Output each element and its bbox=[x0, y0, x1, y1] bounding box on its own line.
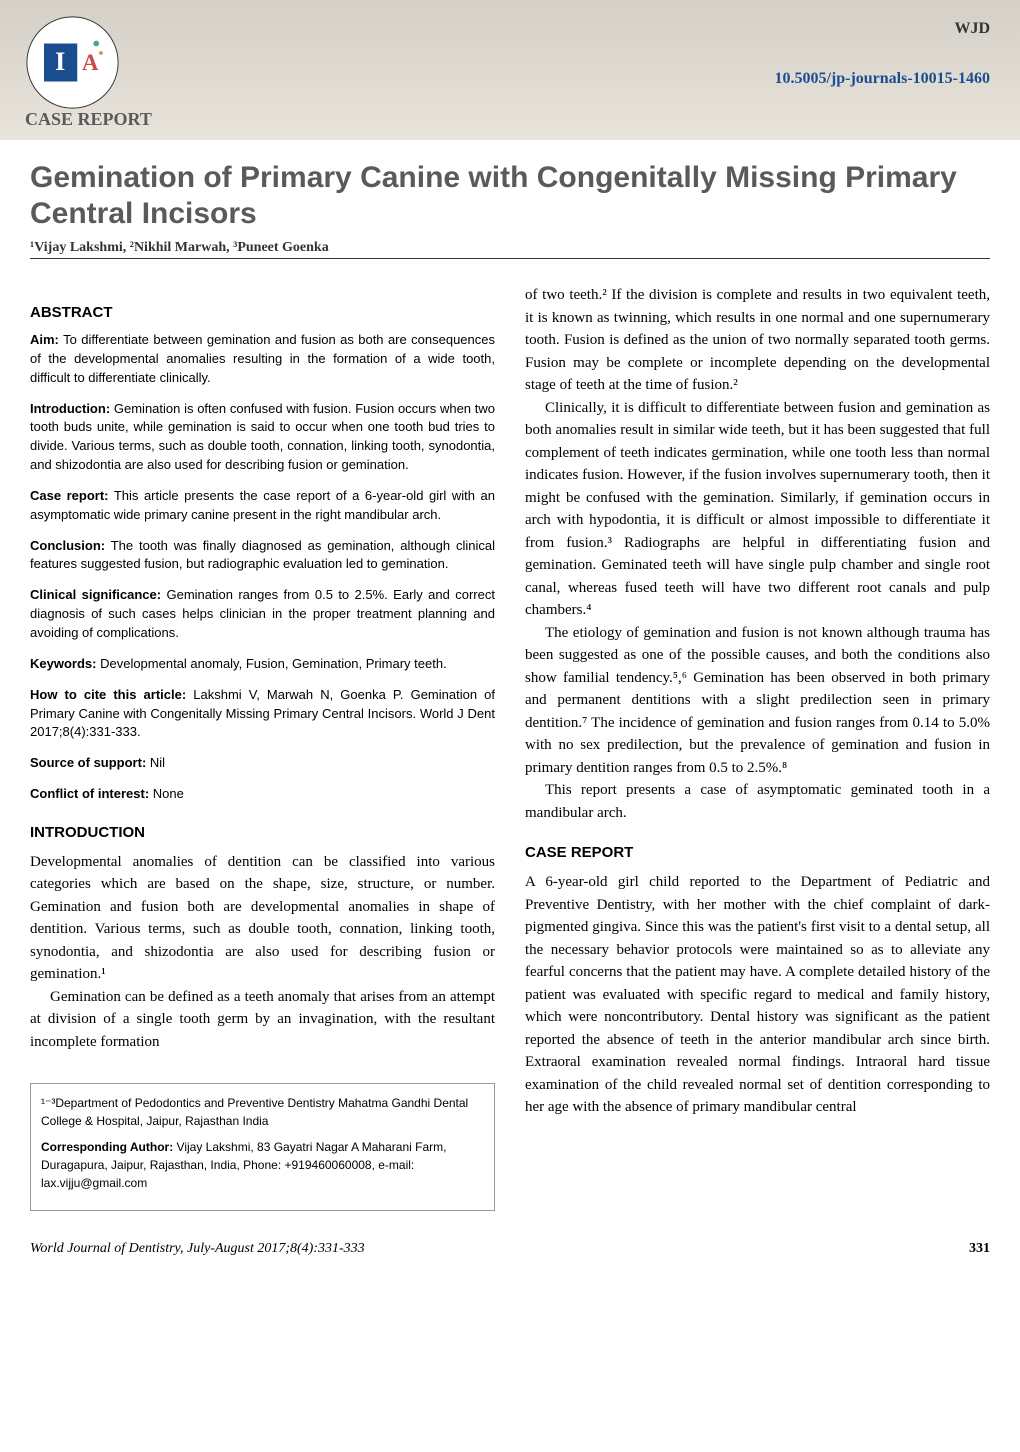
abstract-case: Case report: This article presents the c… bbox=[30, 487, 495, 525]
abstract-intro: Introduction: Gemination is often confus… bbox=[30, 400, 495, 475]
footer-journal: World Journal of Dentistry, July-August … bbox=[30, 1241, 365, 1257]
abstract-conflict: Conflict of interest: None bbox=[30, 785, 495, 804]
header-band: I A WJD 10.5005/jp-journals-10015-1460 C… bbox=[0, 0, 1020, 140]
authors-line: ¹Vijay Lakshmi, ²Nikhil Marwah, ³Puneet … bbox=[30, 240, 990, 259]
case-report-label: CASE REPORT bbox=[25, 109, 152, 130]
intro-p1: Developmental anomalies of dentition can… bbox=[30, 851, 495, 986]
svg-text:A: A bbox=[82, 50, 99, 75]
affiliation-box: ¹⁻³Department of Pedodontics and Prevent… bbox=[30, 1083, 495, 1211]
affiliation-dept: ¹⁻³Department of Pedodontics and Prevent… bbox=[41, 1094, 484, 1130]
abstract-conclusion: Conclusion: The tooth was finally diagno… bbox=[30, 537, 495, 575]
case-report-p1: A 6-year-old girl child reported to the … bbox=[525, 871, 990, 1119]
intro-p2: Gemination can be defined as a teeth ano… bbox=[30, 986, 495, 1054]
corresponding-author: Corresponding Author: Vijay Lakshmi, 83 … bbox=[41, 1138, 484, 1192]
page-number: 331 bbox=[969, 1241, 990, 1257]
doi-text: 10.5005/jp-journals-10015-1460 bbox=[774, 70, 990, 88]
article-title: Gemination of Primary Canine with Congen… bbox=[30, 160, 990, 232]
intro-heading: INTRODUCTION bbox=[30, 824, 495, 841]
abstract-cite: How to cite this article: Lakshmi V, Mar… bbox=[30, 686, 495, 743]
abstract-support: Source of support: Nil bbox=[30, 754, 495, 773]
abstract-significance: Clinical significance: Gemination ranges… bbox=[30, 586, 495, 643]
right-p4: This report presents a case of asymptoma… bbox=[525, 779, 990, 824]
abstract-keywords-text: Developmental anomaly, Fusion, Geminatio… bbox=[100, 656, 447, 671]
left-column: ABSTRACT Aim: To differentiate between g… bbox=[30, 284, 495, 1211]
abstract-keywords: Keywords: Developmental anomaly, Fusion,… bbox=[30, 655, 495, 674]
right-p1: of two teeth.² If the division is comple… bbox=[525, 284, 990, 397]
journal-logo: I A bbox=[25, 15, 120, 110]
abstract-conflict-text: None bbox=[153, 786, 184, 801]
abstract-heading: ABSTRACT bbox=[30, 304, 495, 321]
page-footer: World Journal of Dentistry, July-August … bbox=[0, 1231, 1020, 1267]
right-column: of two teeth.² If the division is comple… bbox=[525, 284, 990, 1211]
two-column-layout: ABSTRACT Aim: To differentiate between g… bbox=[30, 284, 990, 1211]
right-p2: Clinically, it is difficult to different… bbox=[525, 397, 990, 622]
svg-text:I: I bbox=[55, 46, 65, 76]
abstract-aim-text: To differentiate between gemination and … bbox=[30, 332, 495, 385]
wjd-label: WJD bbox=[954, 20, 990, 38]
abstract-support-text: Nil bbox=[150, 755, 165, 770]
main-content: Gemination of Primary Canine with Congen… bbox=[0, 140, 1020, 1231]
case-report-heading: CASE REPORT bbox=[525, 844, 990, 861]
right-p3: The etiology of gemination and fusion is… bbox=[525, 622, 990, 780]
abstract-aim: Aim: To differentiate between gemination… bbox=[30, 331, 495, 388]
